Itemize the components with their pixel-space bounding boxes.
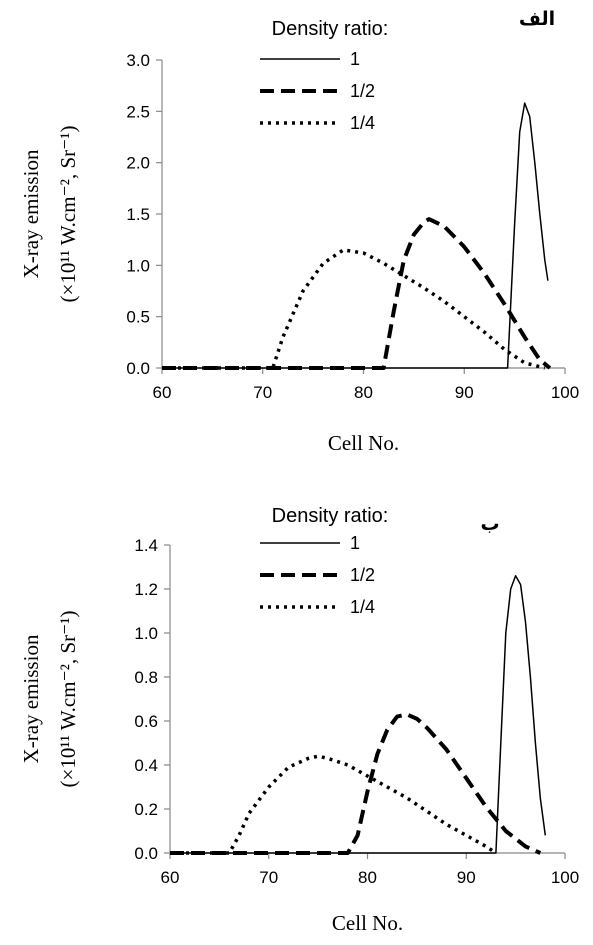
- series-line-dotted: [162, 248, 546, 370]
- x-axis-title: Cell No.: [328, 431, 399, 455]
- panel-label: ب: [480, 513, 499, 535]
- series-line-solid: [170, 575, 547, 854]
- legend-entry-label: 1/2: [350, 565, 375, 585]
- legend-entry-label: 1: [350, 49, 360, 69]
- x-tick-label: 60: [161, 868, 180, 887]
- series-line-dashed: [162, 217, 552, 370]
- y-tick-label: 1.4: [134, 536, 158, 555]
- x-tick-label: 90: [455, 383, 474, 402]
- legend-entry-label: 1/4: [350, 113, 375, 133]
- y-tick-label: 0.0: [126, 359, 150, 378]
- chart-panel-1: 0.0 0.5 1.0 1.5 2.0 2.5 3.0 60 70 80 90 100 Density …: [19, 8, 579, 455]
- y-tick-label: 0.4: [134, 756, 158, 775]
- series-line-dotted: [170, 754, 497, 855]
- legend-entry-label: 1/2: [350, 81, 375, 101]
- y-tick-label: 1.5: [126, 205, 150, 224]
- y-axis-title-line2: (×10¹¹ W.cm⁻², Sr⁻¹): [56, 610, 80, 787]
- chart-panel-2: 0.0 0.2 0.4 0.6 0.8 1.0 1.2 1.4 60 70 80 90 100 Densi…: [19, 505, 579, 935]
- legend-entry-label: 1/4: [350, 597, 375, 617]
- x-tick-label: 100: [551, 383, 579, 402]
- legend-title: Density ratio:: [272, 505, 389, 527]
- y-tick-label: 1.0: [126, 256, 150, 275]
- y-tick-label: 3.0: [126, 51, 150, 70]
- x-tick-label: 80: [354, 383, 373, 402]
- y-axis-title-line1: X-ray emission: [19, 149, 43, 278]
- y-tick-label: 0.2: [134, 800, 158, 819]
- y-tick-label: 2.0: [126, 154, 150, 173]
- x-tick-label: 80: [358, 868, 377, 887]
- y-tick-label: 0.6: [134, 712, 158, 731]
- x-tick-label: 70: [259, 868, 278, 887]
- y-tick-label: 0.0: [134, 844, 158, 863]
- y-tick-label: 2.5: [126, 102, 150, 121]
- legend-entry-label: 1: [350, 533, 360, 553]
- y-tick-label: 0.8: [134, 668, 158, 687]
- x-tick-label: 60: [153, 383, 172, 402]
- series-line-dashed: [170, 712, 542, 855]
- panel-label: الف: [519, 8, 555, 30]
- y-tick-label: 0.5: [126, 308, 150, 327]
- x-tick-label: 100: [551, 868, 579, 887]
- x-tick-label: 70: [253, 383, 272, 402]
- y-axis-title-line2: (×10¹¹ W.cm⁻², Sr⁻¹): [56, 125, 80, 302]
- legend-title: Density ratio:: [272, 18, 389, 40]
- x-axis-title: Cell No.: [332, 911, 403, 935]
- y-tick-label: 1.2: [134, 580, 158, 599]
- y-tick-label: 1.0: [134, 624, 158, 643]
- x-tick-label: 90: [457, 868, 476, 887]
- series-line-solid: [162, 102, 549, 369]
- y-axis-title-line1: X-ray emission: [19, 634, 43, 763]
